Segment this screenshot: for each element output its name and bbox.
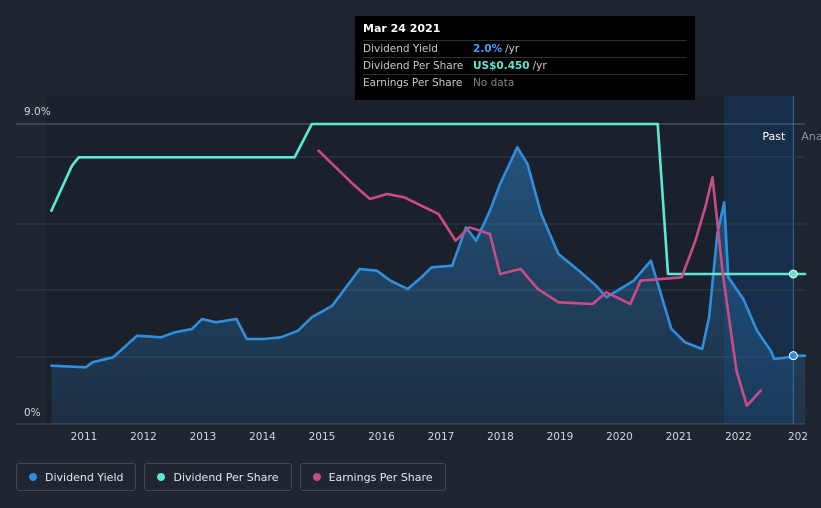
marker-dividend-yield [788, 351, 798, 361]
earnings-per-share-line [317, 149, 762, 407]
legend-label: Dividend Per Share [173, 470, 279, 484]
marker-dividend-per-share [788, 269, 798, 279]
x-tick-label: 2019 [547, 431, 574, 443]
x-tick-label: 2016 [368, 431, 395, 443]
tooltip-row-dividend-yield: Dividend Yield 2.0% /yr [363, 40, 687, 57]
dividend-yield-area [51, 147, 805, 425]
x-tick-label: 2013 [190, 431, 217, 443]
legend-dot [29, 473, 37, 481]
x-tick-label: 2012 [130, 431, 157, 443]
x-tick-label: 2011 [71, 431, 98, 443]
tooltip-row-value: 2.0% [473, 43, 503, 55]
x-tick-label: 2018 [487, 431, 514, 443]
legend-item-dividend-per-share[interactable]: Dividend Per Share [144, 463, 292, 491]
x-tick-label: 2022 [725, 431, 752, 443]
tooltip-date: Mar 24 2021 [363, 22, 441, 35]
past-label: Past [762, 130, 786, 143]
y-label-max: 9.0% [24, 106, 51, 118]
x-tick-label: 2021 [666, 431, 693, 443]
x-tick-label: 2020 [606, 431, 633, 443]
tooltip-row-name: Earnings Per Share [363, 77, 463, 89]
tooltip: Mar 24 2021 Dividend Yield 2.0% /yr Divi… [355, 16, 695, 100]
x-tick-label: 2014 [249, 431, 276, 443]
tooltip-row-unit: /yr [505, 43, 520, 55]
tooltip-row-unit: /yr [532, 60, 547, 72]
tooltip-row-name: Dividend Yield [363, 43, 438, 55]
x-tick-label: 2015 [309, 431, 336, 443]
legend-dot [157, 473, 166, 481]
legend-label: Dividend Yield [45, 470, 124, 484]
dividend-yield-line [50, 146, 807, 369]
x-tick-label: 202 [788, 431, 808, 443]
tooltip-row-name: Dividend Per Share [363, 60, 464, 72]
tooltip-row-earnings-per-share: Earnings Per Share No data [363, 74, 687, 91]
tooltip-row-dividend-per-share: Dividend Per Share US$0.450 /yr [363, 57, 687, 74]
x-tick-label: 2017 [428, 431, 455, 443]
y-label-min: 0% [24, 407, 41, 419]
tooltip-row-value: No data [473, 77, 515, 89]
forecast-label: Analysts Forecasts [801, 130, 821, 143]
dividend-per-share-line [50, 122, 807, 276]
legend-label: Earnings Per Share [328, 470, 433, 484]
legend-item-dividend-yield[interactable]: Dividend Yield [16, 463, 137, 491]
tooltip-row-value: US$0.450 [473, 60, 530, 72]
legend-dot [312, 473, 321, 481]
legend: Dividend Yield Dividend Per Share Earnin… [16, 463, 446, 491]
legend-item-earnings-per-share[interactable]: Earnings Per Share [299, 463, 446, 491]
